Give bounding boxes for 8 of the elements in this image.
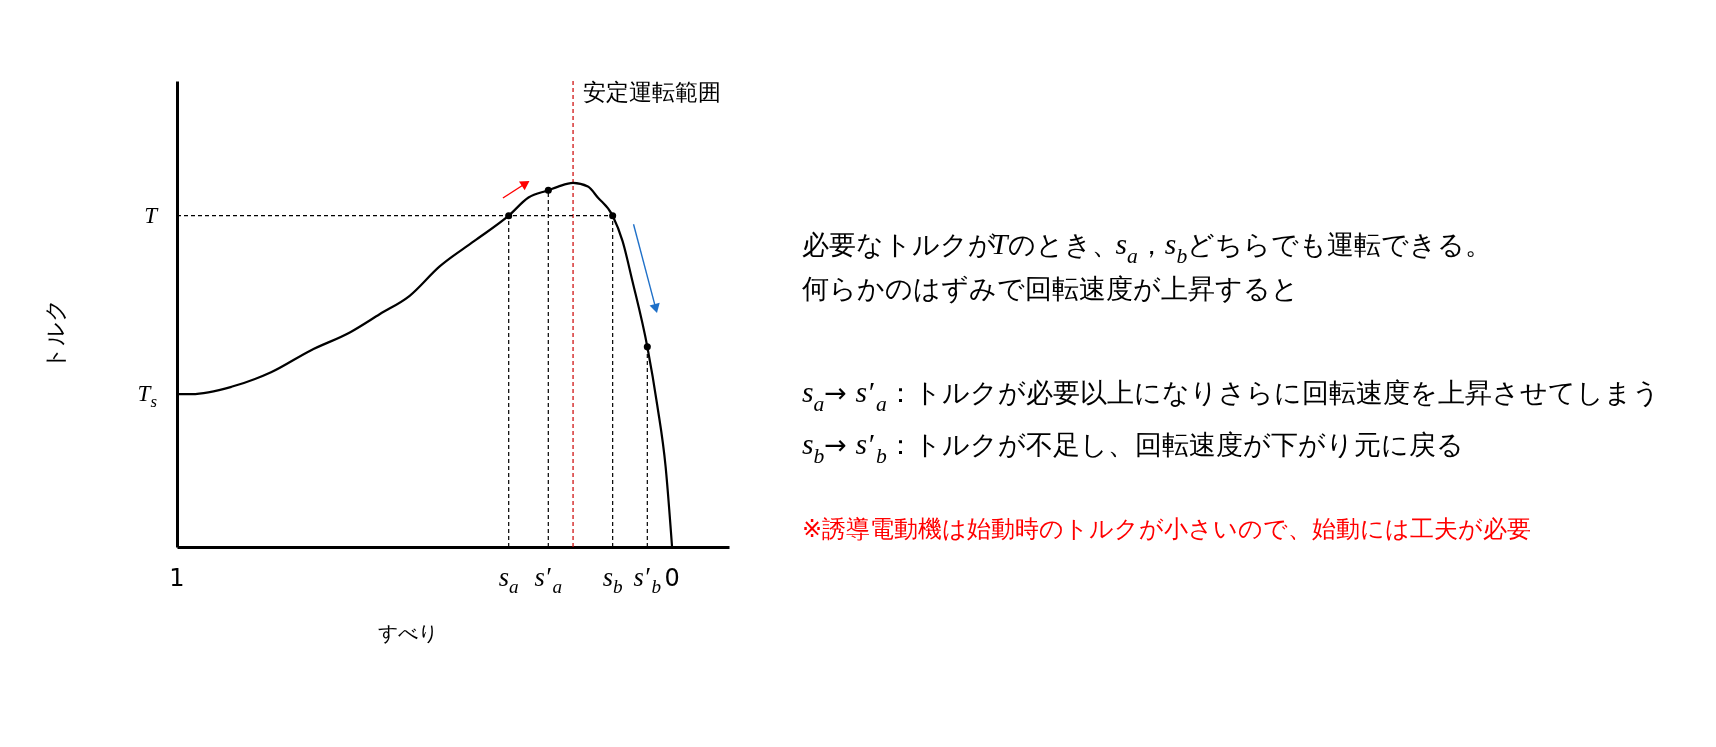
ref-line-label: 安定運転範囲: [583, 79, 722, 105]
x-tick-label: 0: [664, 564, 680, 592]
ref-line-label: T: [144, 201, 160, 228]
x-axis-title: すべり: [377, 620, 438, 645]
x-tick-label: 1: [169, 564, 185, 592]
y-axis-title: トルク: [41, 297, 68, 370]
text: 何らかのはずみで回転速度が上昇すると: [802, 273, 1299, 305]
text: ※誘導電動機は始動時のトルクが小さいので、始動には工夫が必要: [802, 515, 1532, 544]
